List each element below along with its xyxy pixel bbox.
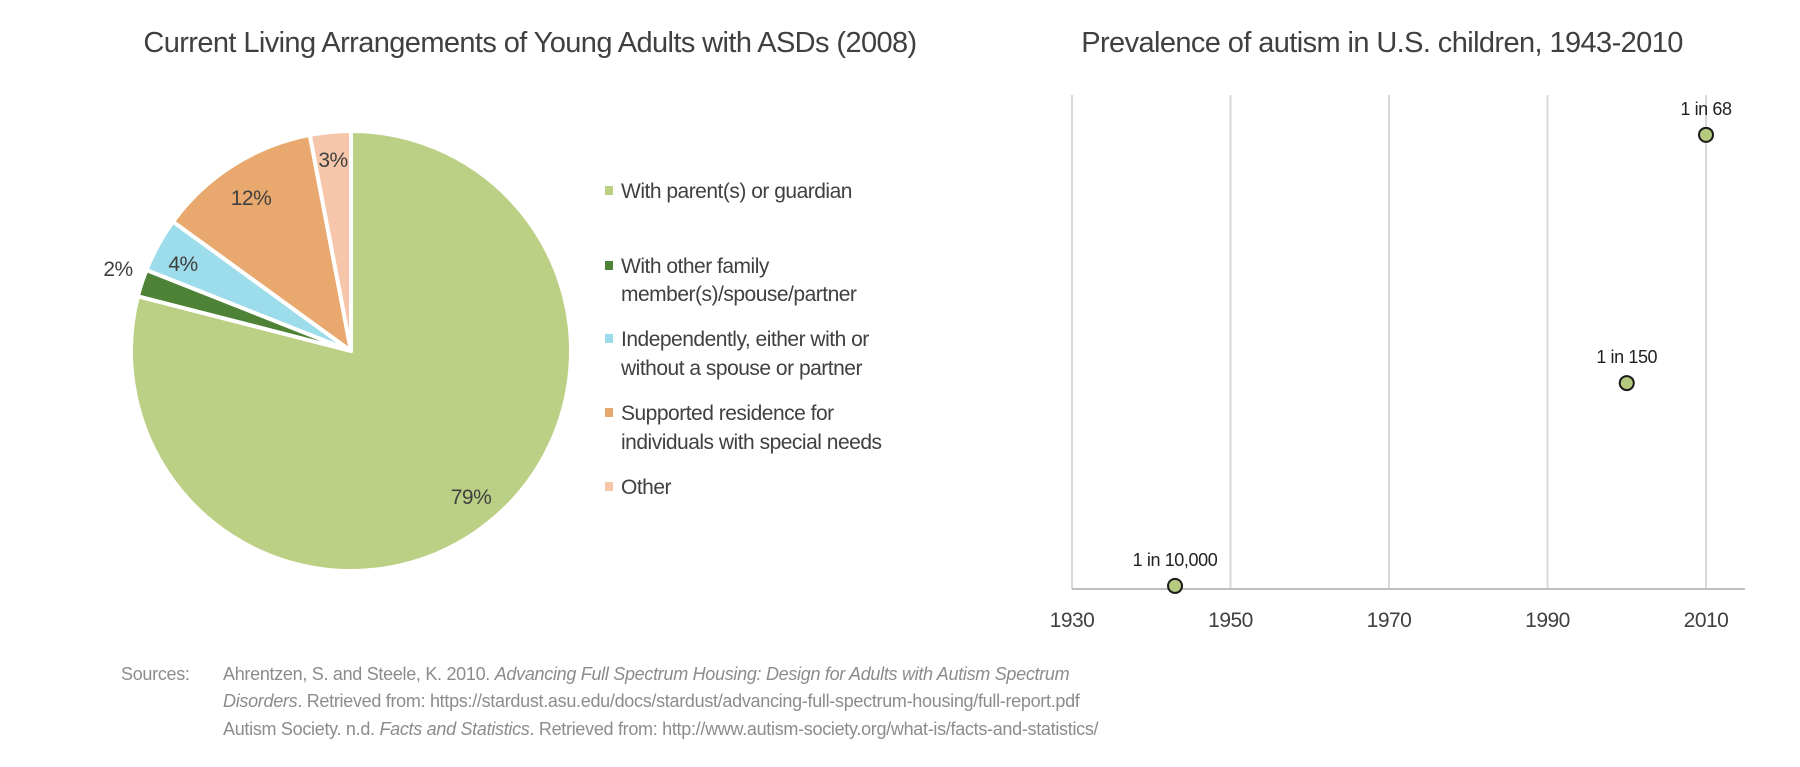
sources-label: Sources: bbox=[121, 664, 190, 684]
x-tick-label: 1930 bbox=[1050, 609, 1095, 632]
scatter-chart-title: Prevalence of autism in U.S. children, 1… bbox=[1081, 27, 1683, 59]
legend-swatch bbox=[605, 408, 613, 417]
pie-data-label: 2% bbox=[103, 258, 132, 281]
legend-label: Other bbox=[621, 476, 672, 499]
legend-item: Other bbox=[605, 476, 672, 499]
source-line-3: Autism Society. n.d. Facts and Statistic… bbox=[223, 719, 1099, 739]
data-point bbox=[1698, 126, 1714, 143]
pie-slice bbox=[171, 132, 353, 353]
pie-data-label: 12% bbox=[231, 187, 272, 210]
pie-legend: With parent(s) or guardian With other fam… bbox=[605, 180, 882, 499]
legend-label: without a spouse or partner bbox=[620, 357, 862, 380]
pie-data-label: 4% bbox=[168, 253, 197, 276]
pie-chart-title: Current Living Arrangements of Young Adu… bbox=[143, 27, 916, 59]
pie-chart bbox=[129, 129, 573, 573]
pie-data-label: 79% bbox=[451, 486, 492, 509]
legend-label: individuals with special needs bbox=[621, 431, 882, 454]
legend-label: Supported residence for bbox=[621, 402, 834, 425]
legend-label: With parent(s) or guardian bbox=[621, 180, 852, 203]
sources: Sources: Ahrentzen, S. and Steele, K. 20… bbox=[121, 664, 1099, 739]
legend-swatch bbox=[605, 334, 613, 343]
scatter-chart: 1930 1950 1970 1990 2010 1 in 10,000 1 in 150 1… bbox=[1050, 95, 1745, 632]
legend-item: Supported residence for individuals with … bbox=[605, 402, 882, 454]
pie-slice bbox=[307, 129, 353, 353]
legend-item: Independently, either with or without a s… bbox=[605, 328, 870, 380]
source-line-1: Ahrentzen, S. and Steele, K. 2010. Advan… bbox=[223, 664, 1070, 684]
legend-swatch bbox=[605, 482, 613, 491]
legend-swatch bbox=[605, 186, 613, 195]
x-tick-label: 1990 bbox=[1525, 609, 1570, 632]
legend-label: member(s)/spouse/partner bbox=[621, 283, 857, 306]
legend-label: With other family bbox=[621, 255, 770, 278]
data-point bbox=[1167, 577, 1184, 594]
x-tick-label: 2010 bbox=[1684, 609, 1729, 632]
data-point-label: 1 in 10,000 bbox=[1133, 550, 1218, 570]
legend-label: Independently, either with or bbox=[621, 328, 869, 351]
legend-item: With other family member(s)/spouse/partne… bbox=[605, 255, 857, 306]
pie-data-label: 3% bbox=[318, 149, 347, 172]
data-point bbox=[1618, 375, 1635, 392]
data-point-label: 1 in 68 bbox=[1680, 99, 1732, 119]
source-line-2: Disorders. Retrieved from: https://stard… bbox=[223, 691, 1081, 711]
legend-item: With parent(s) or guardian bbox=[605, 180, 852, 203]
pie-data-labels: 79% 2% 4% 12% 3% bbox=[103, 149, 491, 509]
x-tick-label: 1970 bbox=[1367, 609, 1412, 632]
x-tick-label: 1950 bbox=[1208, 609, 1253, 632]
legend-swatch bbox=[605, 261, 613, 270]
data-point-label: 1 in 150 bbox=[1596, 347, 1657, 367]
